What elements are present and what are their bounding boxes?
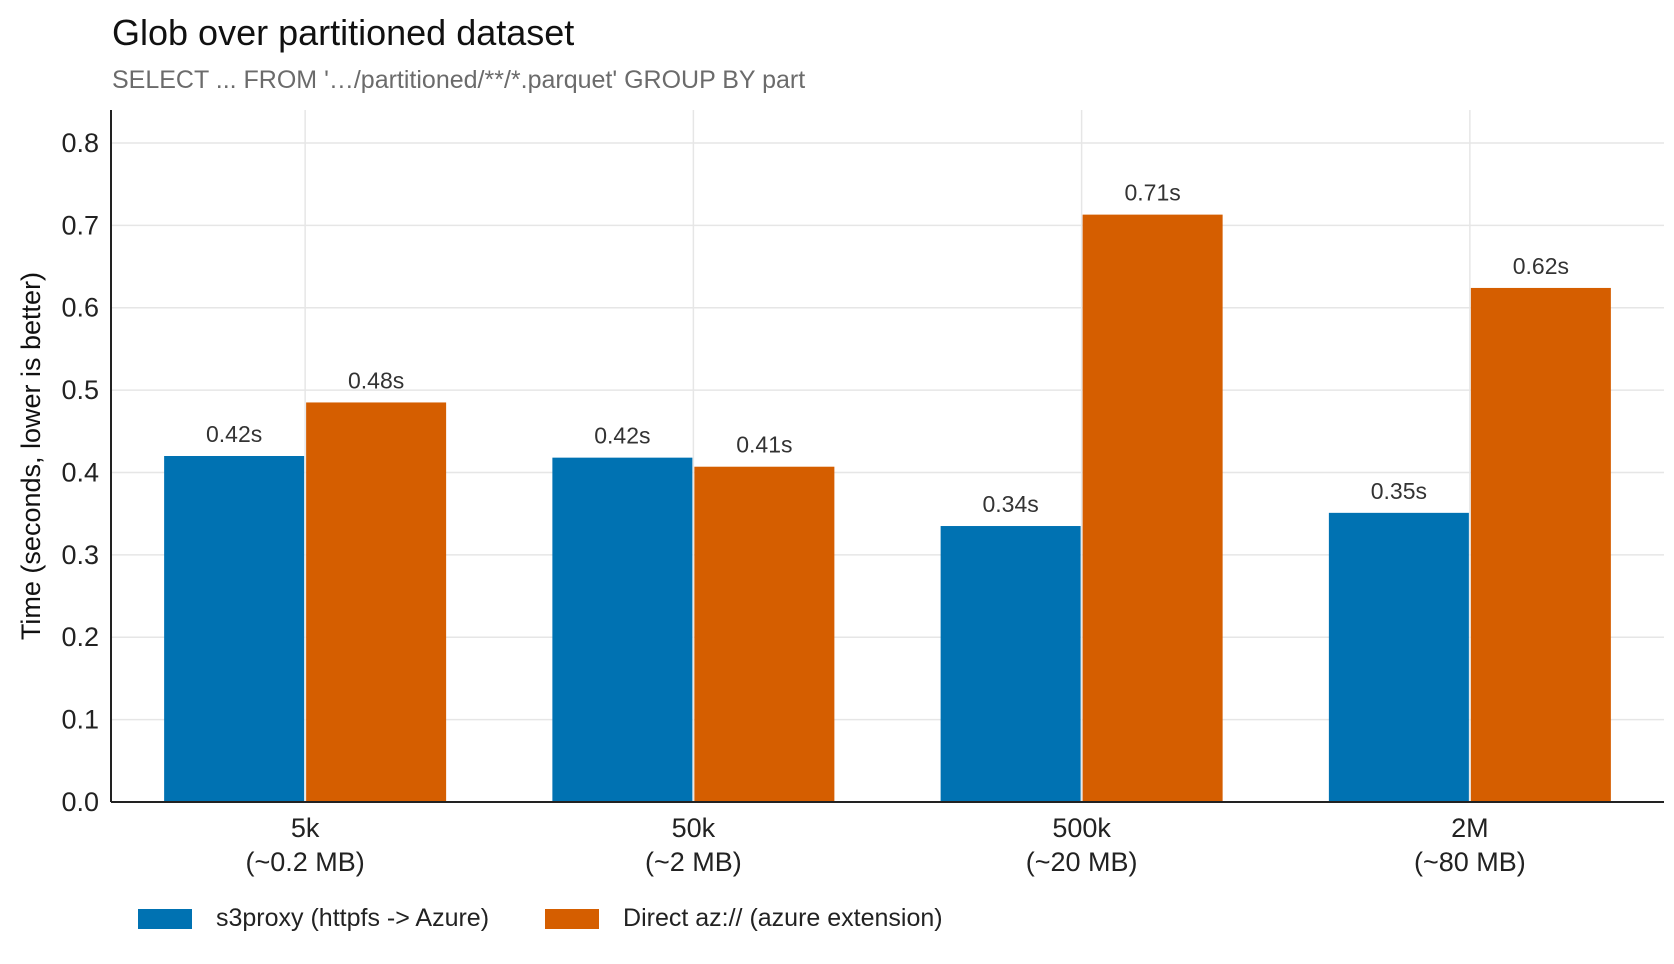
legend-item-direct-az: Direct az:// (azure extension) [545,904,943,933]
legend-swatch-s3proxy [138,908,192,929]
legend-label-s3proxy: s3proxy (httpfs -> Azure) [216,904,490,932]
bar-value-label: 0.62s [1513,253,1569,279]
chart-title: Glob over partitioned dataset [112,12,575,53]
y-tick-label: 0.6 [61,293,99,323]
bar-s3proxy [1328,512,1469,802]
legend-item-s3proxy: s3proxy (httpfs -> Azure) [138,904,489,933]
y-tick-label: 0.5 [61,375,99,405]
y-tick-label: 0.4 [61,457,99,487]
legend: s3proxy (httpfs -> Azure) Direct az:// (… [138,904,999,933]
x-tick-label: 2M [1451,813,1489,843]
y-tick-label: 0.0 [61,787,99,817]
bar-direct-az [1082,214,1223,803]
x-tick-label: 5k [291,813,320,843]
x-tick-label: 500k [1052,813,1111,843]
y-axis-label: Time (seconds, lower is better) [16,272,46,640]
bar-value-label: 0.34s [982,491,1038,517]
x-tick-label: (~0.2 MB) [245,847,364,877]
x-tick-label: (~2 MB) [645,847,742,877]
legend-swatch-direct-az [545,908,600,929]
bar-s3proxy [164,456,305,802]
chart-subtitle: SELECT ... FROM '…/partitioned/**/*.parq… [112,66,806,94]
bar-value-label: 0.42s [594,423,650,449]
bar-value-label: 0.71s [1124,180,1180,206]
bar-value-label: 0.48s [348,367,404,393]
y-tick-label: 0.2 [61,622,99,652]
bar-s3proxy [940,526,1081,802]
y-tick-label: 0.1 [61,705,99,735]
bar-value-label: 0.42s [206,421,262,447]
x-tick-label: 50k [672,813,716,843]
y-tick-label: 0.3 [61,540,99,570]
legend-label-direct-az: Direct az:// (azure extension) [623,904,943,932]
y-tick-label: 0.7 [61,210,99,240]
x-tick-label: (~80 MB) [1414,847,1526,877]
x-tick-label: (~20 MB) [1026,847,1138,877]
bar-direct-az [1470,287,1611,802]
y-tick-label: 0.8 [61,128,99,158]
bar-s3proxy [552,457,693,802]
bar-value-label: 0.35s [1371,478,1427,504]
bar-direct-az [694,466,835,802]
bar-value-label: 0.41s [736,432,792,458]
bar-direct-az [306,402,447,802]
